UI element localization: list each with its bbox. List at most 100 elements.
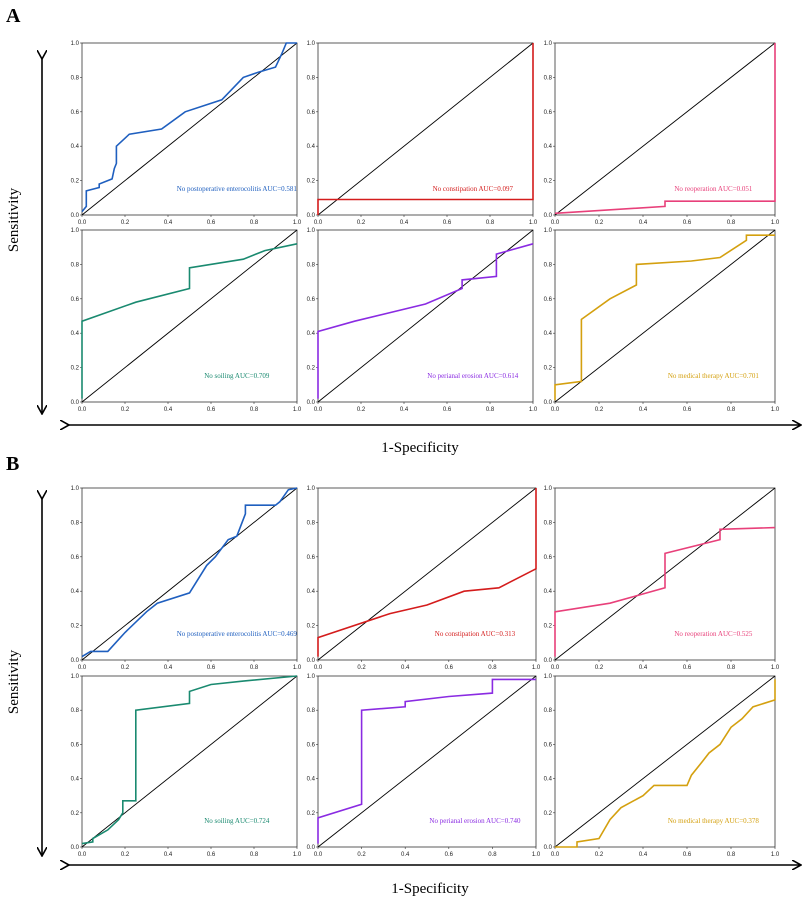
subplot-b-0-1: 0.0 0.2 0.4 0.6 0.8 1.0 0.0 0.2 0.4 0.6 0.8 1.0 No c…	[307, 486, 541, 671]
reference-diagonal	[317, 675, 537, 848]
y-tick-label: 0.4	[307, 331, 316, 337]
subplot-a-0-1: 0.0 0.2 0.4 0.6 0.8 1.0 0.0 0.2 0.4 0.6 0.8 1.0 No c…	[307, 41, 538, 226]
x-tick-label: 1.0	[293, 220, 302, 226]
y-tick-label: 0.4	[544, 331, 553, 337]
roc-curve	[81, 243, 298, 399]
x-tick-label: 0.8	[727, 220, 736, 226]
x-tick-label: 0.8	[488, 665, 497, 671]
y-tick-label: 0.2	[544, 624, 553, 630]
subplot-b-1-1: 0.0 0.2 0.4 0.6 0.8 1.0 0.0 0.2 0.4 0.6 0.8 1.0 No p…	[307, 674, 541, 858]
y-tick-label: 0.6	[71, 555, 80, 561]
subplot-a-1-1: 0.0 0.2 0.4 0.6 0.8 1.0 0.0 0.2 0.4 0.6 0.8 1.0 No p…	[307, 228, 538, 413]
y-tick-label: 0.2	[71, 624, 80, 630]
roc-curve	[81, 487, 298, 658]
y-tick-label: 0.0	[307, 400, 316, 406]
auc-label: No postoperative enterocolitis AUC=0.581	[177, 185, 298, 193]
y-tick-label: 0.4	[307, 144, 316, 150]
x-tick-label: 0.4	[164, 852, 173, 858]
y-tick-label: 0.0	[307, 213, 316, 219]
y-tick-label: 1.0	[71, 228, 80, 234]
y-tick-label: 0.8	[307, 708, 316, 714]
auc-label: No perianal erosion AUC=0.740	[429, 817, 521, 825]
y-tick-label: 0.6	[307, 297, 316, 303]
auc-label: No constipation AUC=0.313	[435, 630, 516, 638]
x-tick-label: 0.6	[445, 665, 454, 671]
y-tick-label: 1.0	[307, 674, 316, 680]
subplot-a-1-2: 0.0 0.2 0.4 0.6 0.8 1.0 0.0 0.2 0.4 0.6 0.8 1.0 No m…	[544, 228, 780, 413]
x-tick-label: 1.0	[771, 220, 780, 226]
y-tick-label: 0.2	[71, 366, 80, 372]
x-tick-label: 0.0	[78, 407, 87, 413]
y-tick-label: 0.4	[307, 777, 316, 783]
panel-b-x-title: 1-Specificity	[391, 881, 469, 897]
panel-a-y-title: Sensitivity	[6, 187, 22, 252]
x-tick-label: 0.2	[357, 665, 366, 671]
y-tick-label: 1.0	[544, 486, 553, 492]
panel-label-a: A	[6, 5, 21, 27]
roc-curve	[554, 234, 775, 401]
auc-label: No medical therapy AUC=0.701	[668, 372, 760, 380]
y-tick-label: 0.0	[544, 213, 553, 219]
x-tick-label: 0.8	[727, 665, 736, 671]
panel-b-y-title: Sensitivity	[6, 649, 22, 714]
reference-diagonal	[81, 229, 298, 403]
y-tick-label: 0.8	[544, 75, 553, 81]
y-tick-label: 1.0	[71, 486, 80, 492]
roc-curve	[317, 678, 536, 844]
y-tick-label: 0.4	[71, 777, 80, 783]
auc-label: No perianal erosion AUC=0.614	[427, 372, 519, 380]
auc-label: No soiling AUC=0.709	[204, 372, 270, 380]
x-tick-label: 0.4	[164, 407, 173, 413]
x-tick-label: 0.4	[401, 852, 410, 858]
x-tick-label: 0.6	[207, 665, 216, 671]
auc-label: No constipation AUC=0.097	[433, 185, 514, 193]
roc-curve	[554, 526, 776, 657]
x-tick-label: 0.0	[551, 852, 560, 858]
y-tick-label: 0.2	[71, 179, 80, 185]
y-tick-label: 0.2	[307, 624, 316, 630]
x-tick-label: 0.8	[250, 407, 259, 413]
x-tick-label: 0.8	[727, 407, 736, 413]
x-tick-label: 0.6	[683, 852, 692, 858]
y-tick-label: 1.0	[307, 41, 316, 47]
y-tick-label: 0.8	[307, 262, 316, 268]
x-tick-label: 0.8	[488, 852, 497, 858]
roc-curve	[81, 42, 297, 213]
y-tick-label: 0.8	[71, 520, 80, 526]
y-tick-label: 0.6	[71, 110, 80, 116]
x-tick-label: 0.6	[445, 852, 454, 858]
x-tick-label: 0.2	[595, 220, 604, 226]
y-tick-label: 0.6	[544, 297, 553, 303]
x-tick-label: 1.0	[532, 665, 541, 671]
roc-curve	[317, 43, 534, 215]
reference-diagonal	[554, 42, 776, 216]
auc-label: No reoperation AUC=0.525	[674, 630, 753, 638]
x-tick-label: 0.2	[595, 407, 604, 413]
y-tick-label: 1.0	[71, 41, 80, 47]
x-tick-label: 0.4	[639, 665, 648, 671]
roc-curve	[554, 43, 776, 215]
y-tick-label: 1.0	[544, 228, 553, 234]
x-tick-label: 0.0	[78, 665, 87, 671]
x-tick-label: 0.8	[727, 852, 736, 858]
x-tick-label: 1.0	[529, 220, 538, 226]
x-tick-label: 0.0	[314, 220, 323, 226]
y-tick-label: 0.0	[71, 845, 80, 851]
x-tick-label: 1.0	[293, 407, 302, 413]
y-tick-label: 0.8	[307, 520, 316, 526]
x-tick-label: 0.2	[121, 220, 130, 226]
y-tick-label: 0.0	[307, 845, 316, 851]
subplot-b-0-2: 0.0 0.2 0.4 0.6 0.8 1.0 0.0 0.2 0.4 0.6 0.8 1.0 No r…	[544, 486, 780, 671]
roc-subplots: 0.0 0.2 0.4 0.6 0.8 1.0 0.0 0.2 0.4 0.6 0.8 1.0 No p…	[71, 41, 780, 858]
x-tick-label: 0.2	[595, 852, 604, 858]
y-tick-label: 0.4	[71, 144, 80, 150]
x-tick-label: 0.8	[486, 220, 495, 226]
y-tick-label: 0.8	[71, 708, 80, 714]
y-tick-label: 0.8	[544, 708, 553, 714]
auc-label: No postoperative enterocolitis AUC=0.469	[177, 630, 298, 638]
y-tick-label: 0.2	[307, 366, 316, 372]
y-tick-label: 0.8	[71, 262, 80, 268]
y-tick-label: 0.6	[71, 742, 80, 748]
y-tick-label: 0.4	[544, 144, 553, 150]
